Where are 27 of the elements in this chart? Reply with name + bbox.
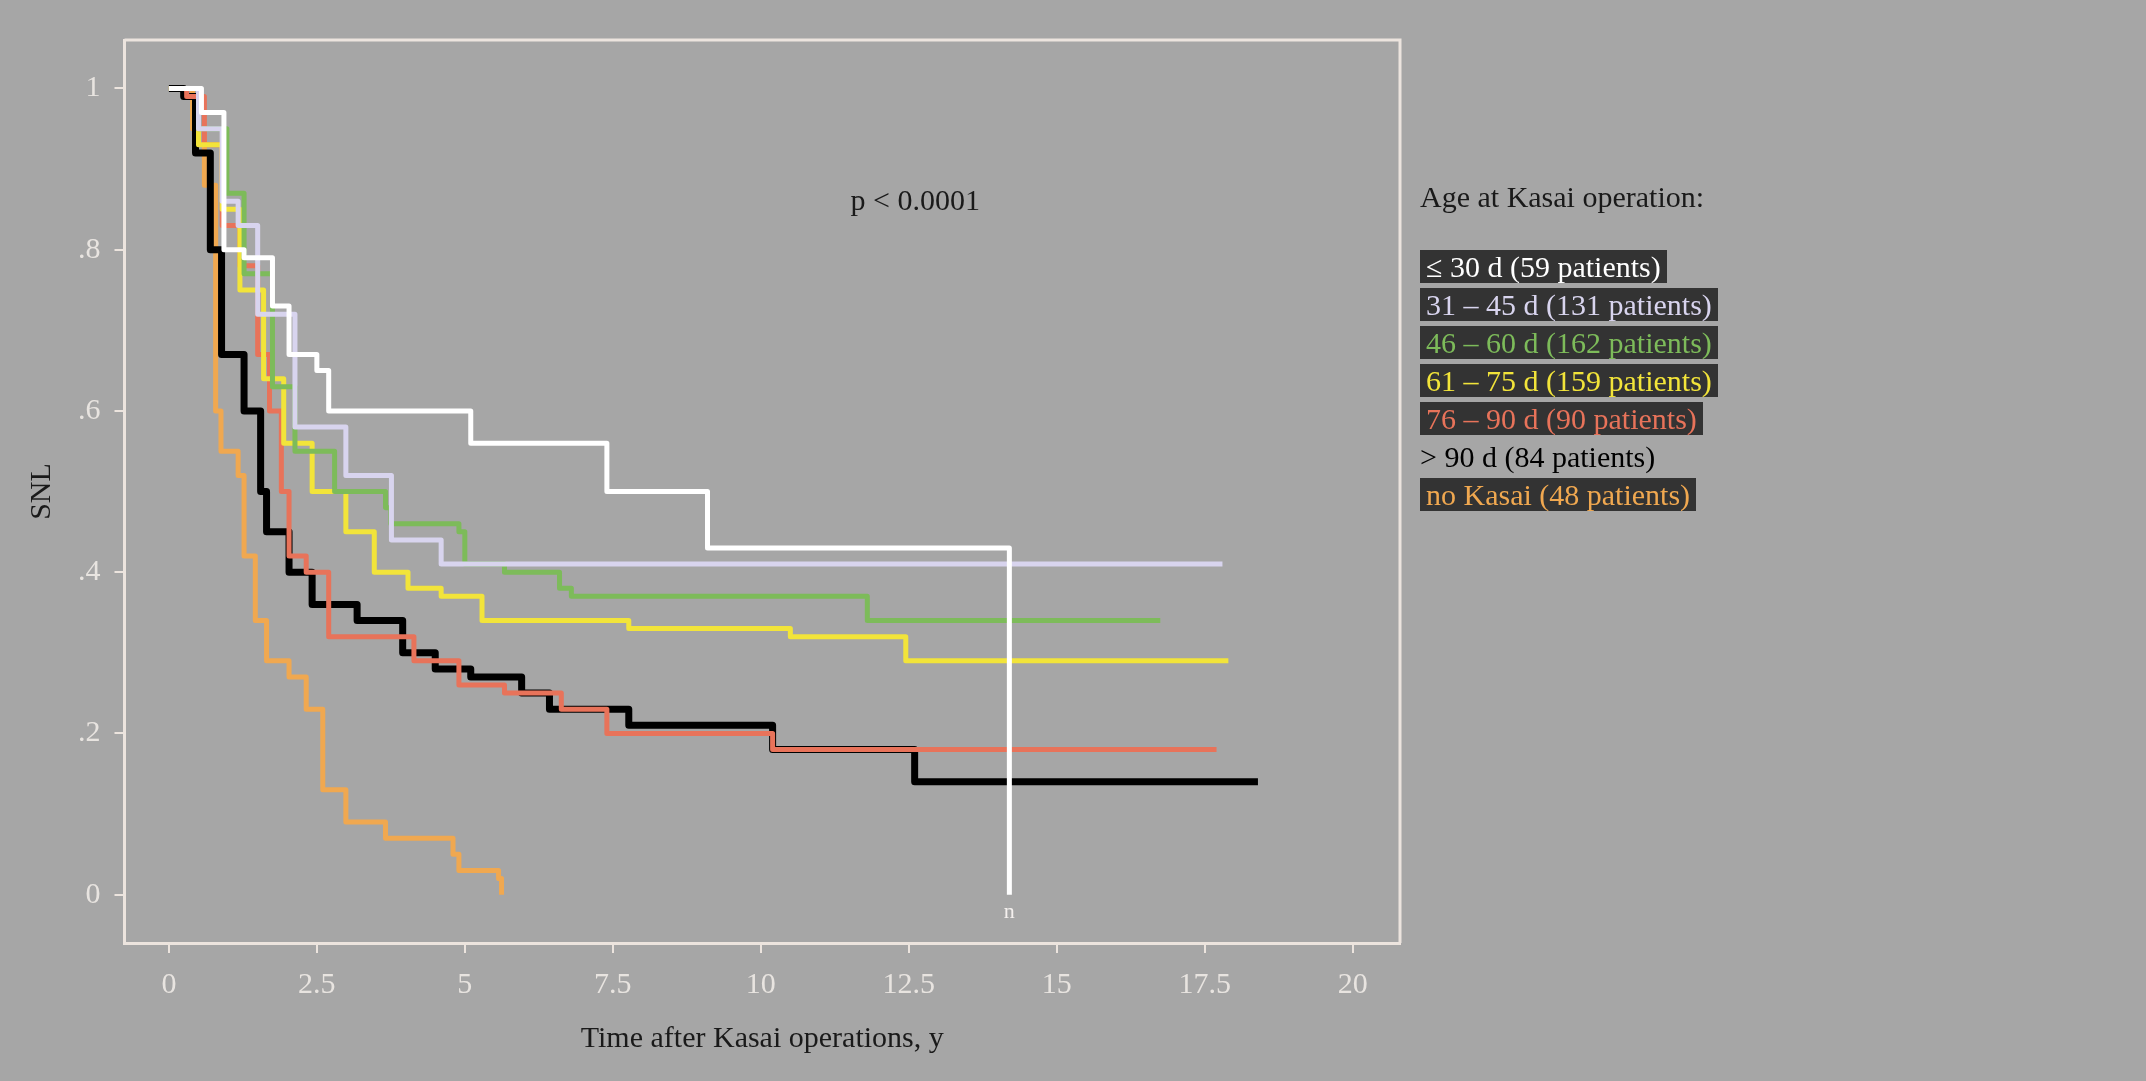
text: 31 – 45 d (131 patients) [1420,288,1718,321]
annotation: n [1003,898,1015,924]
legend-title: Age at Kasai operation: [1420,180,1706,214]
x-tick-label: 12.5 [882,965,935,999]
y-axis-title: SNL [22,463,56,520]
annotation: p < 0.0001 [850,183,981,217]
text: 61 – 75 d (159 patients) [1420,364,1718,397]
y-tick-label: 0 [85,875,101,909]
y-tick-label: .4 [78,553,101,586]
x-tick-label: 2.5 [298,965,336,999]
text: 46 – 60 d (162 patients) [1420,326,1718,359]
text: > 90 d (84 patients) [1420,440,1656,473]
x-tick-label: 5 [457,965,473,999]
text: 76 – 90 d (90 patients) [1420,402,1703,435]
text: no Kasai (48 patients) [1420,478,1697,511]
x-tick-label: 20 [1337,965,1368,999]
text: ≤ 30 d (59 patients) [1420,250,1667,283]
x-axis-title: Time after Kasai operations, y [580,1019,944,1053]
x-tick-label: 0 [161,965,177,999]
x-tick-label: 15 [1041,965,1072,999]
y-tick-label: 1 [85,69,101,103]
x-tick-label: 17.5 [1178,965,1231,999]
y-tick-label: .2 [78,714,101,748]
y-tick-label: .8 [78,230,101,264]
x-tick-label: 7.5 [594,965,632,999]
y-tick-label: .6 [78,391,101,425]
x-tick-label: 10 [745,965,776,999]
